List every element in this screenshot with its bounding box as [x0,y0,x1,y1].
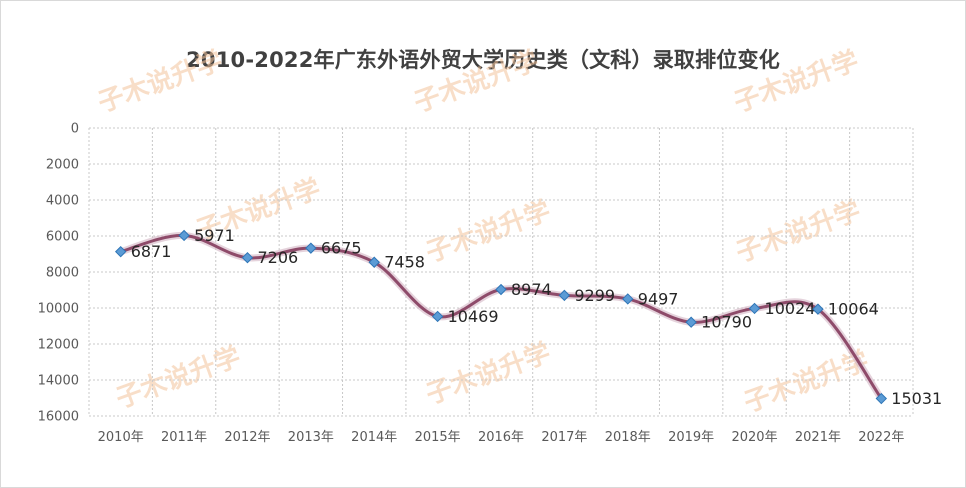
data-point [812,303,824,315]
watermark: 子木说升学 [410,45,543,119]
y-tick-label: 16000 [38,410,79,425]
x-tick-label: 2013年 [288,430,334,445]
data-label: 5971 [194,226,235,245]
watermark: 子木说升学 [732,195,865,269]
data-label: 6675 [321,239,362,258]
y-tick-label: 10000 [38,302,79,317]
data-point [748,302,761,315]
data-label: 10024 [765,299,816,318]
data-label: 15031 [891,389,942,408]
data-point [368,256,380,268]
y-tick-label: 4000 [46,194,79,209]
y-tick-label: 6000 [46,230,79,245]
watermark: 子木说升学 [422,337,555,411]
x-tick-label: 2015年 [415,430,461,445]
chart-title: 2010-2022年广东外语外贸大学历史类（文科）录取排位变化 [186,48,780,72]
watermark: 子木说升学 [94,45,227,119]
data-point [431,310,444,323]
x-tick-label: 2010年 [98,430,144,445]
x-tick-label: 2014年 [351,430,397,445]
y-tick-label: 8000 [46,266,79,281]
data-label: 10790 [701,313,752,332]
watermark: 子木说升学 [112,341,245,415]
data-point [241,252,254,264]
data-point [875,392,888,405]
y-tick-label: 12000 [38,338,79,353]
y-tick-label: 14000 [38,374,79,389]
x-tick-label: 2016年 [478,430,524,445]
data-point [622,293,634,305]
data-label: 10064 [828,300,879,319]
data-label: 6871 [131,242,172,261]
data-point [558,289,571,302]
x-tick-label: 2021年 [795,430,841,445]
x-tick-label: 2012年 [224,430,270,445]
data-point [178,229,190,242]
x-tick-label: 2018年 [605,430,651,445]
data-point [495,283,507,296]
data-point [305,242,317,254]
watermark: 子木说升学 [422,195,555,269]
data-point [685,316,697,328]
x-tick-label: 2019年 [668,430,714,445]
data-label: 7458 [384,253,425,272]
y-tick-label: 2000 [46,158,79,173]
x-tick-label: 2011年 [161,430,207,445]
data-point [114,245,127,258]
data-label: 9299 [574,286,615,305]
y-tick-label: 0 [71,122,79,137]
data-label: 10469 [448,307,499,326]
data-label: 8974 [511,280,552,299]
data-label: 7206 [257,248,298,267]
x-tick-label: 2020年 [731,430,777,445]
watermark: 子木说升学 [730,45,863,119]
data-label: 9497 [638,289,679,308]
x-tick-label: 2017年 [541,430,587,445]
x-tick-label: 2022年 [858,430,904,445]
